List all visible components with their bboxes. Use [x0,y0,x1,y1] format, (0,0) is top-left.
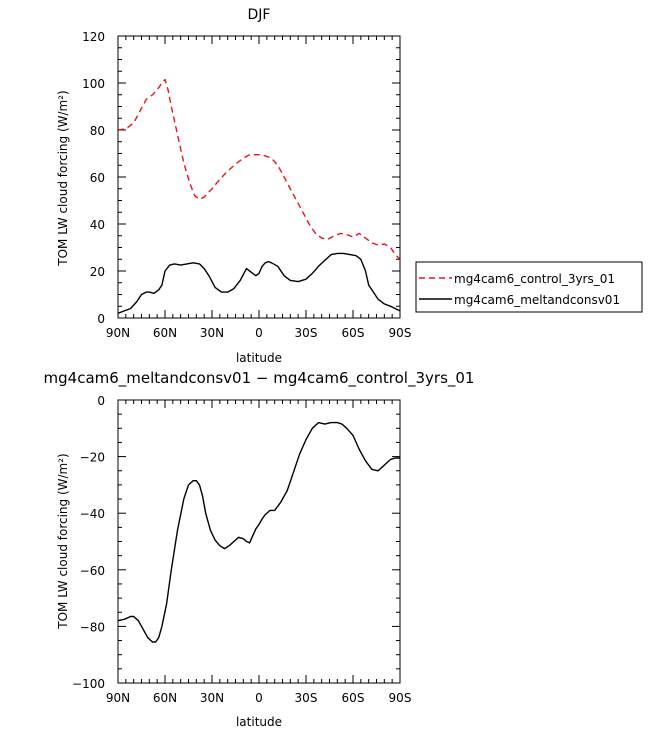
x-tick-label: 90S [389,326,412,340]
y-tick-label: −60 [80,564,105,578]
top-series-lines [117,78,401,314]
y-tick-label: 20 [90,265,105,279]
y-tick-label: 80 [90,124,105,138]
top-legend: mg4cam6_control_3yrs_01 mg4cam6_meltandc… [415,261,643,313]
series-line-0-1 [117,252,401,314]
y-tick-label: 0 [97,312,105,326]
bottom-y-axis-label: TOM LW cloud forcing (W/m²) [56,453,70,630]
y-tick-label: −20 [80,451,105,465]
x-tick-label: 90S [389,691,412,705]
y-tick-label: 60 [90,171,105,185]
top-x-axis-label: latitude [236,351,282,365]
x-tick-label: 30N [200,326,224,340]
legend-label-control: mg4cam6_control_3yrs_01 [454,272,615,286]
top-y-axis-label: TOM LW cloud forcing (W/m²) [56,90,70,267]
y-tick-label: 120 [82,30,105,44]
y-tick-label: −80 [80,620,105,634]
x-tick-label: 60S [342,691,365,705]
x-tick-label: 60N [153,326,177,340]
series-line-1-0 [117,421,400,643]
bottom-axis-ticks: 90N 60N 30N 0 30S 60S 90S −100 −80 −60 −40 −20 0 [72,394,411,705]
bottom-series-lines [117,421,400,643]
bottom-x-axis-label: latitude [236,715,282,729]
y-tick-label: 0 [97,394,105,408]
x-tick-label: 30N [200,691,224,705]
bottom-panel: mg4cam6_meltandconsv01 − mg4cam6_control… [44,369,475,729]
x-tick-label: 90N [106,326,130,340]
x-tick-label: 0 [255,326,263,340]
x-tick-label: 60N [153,691,177,705]
x-tick-label: 30S [295,691,318,705]
legend-box [415,261,643,313]
top-panel: DJF TOM LW cloud forcing (W/m²) latitude… [56,7,643,365]
x-tick-label: 60S [342,326,365,340]
x-tick-label: 30S [295,326,318,340]
top-plot-frame [117,35,401,319]
series-line-0-0 [117,78,401,260]
x-tick-label: 0 [255,691,263,705]
y-tick-label: −100 [72,677,105,691]
legend-label-meltandconsv: mg4cam6_meltandconsv01 [454,293,620,307]
y-tick-label: 100 [82,77,105,91]
y-tick-label: 40 [90,218,105,232]
bottom-chart-title: mg4cam6_meltandconsv01 − mg4cam6_control… [44,369,475,388]
x-tick-label: 90N [106,691,130,705]
bottom-plot-frame [117,399,401,684]
top-chart-title: DJF [248,7,271,23]
top-axis-ticks: 90N 60N 30N 0 30S 60S 90S 0 20 40 60 80 100 120 [82,30,411,340]
y-tick-label: −40 [80,507,105,521]
